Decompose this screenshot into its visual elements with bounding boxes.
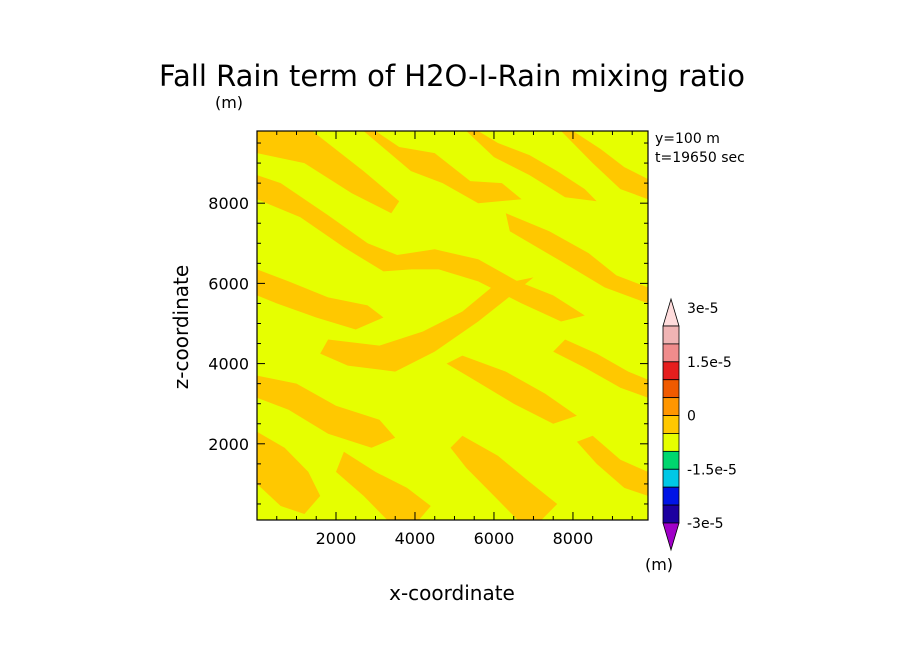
annotation-y-position: y=100 m: [655, 131, 720, 147]
field-band-5: [561, 131, 648, 200]
field-band-15: [257, 431, 321, 514]
colorbar-tick-label: 3e-5: [687, 301, 718, 317]
field-band-2: [257, 175, 411, 272]
colorbar-swatch: [662, 343, 680, 363]
y-tick-label: 4000: [208, 355, 249, 374]
field-band-9: [395, 249, 585, 322]
field-band-11: [336, 451, 431, 520]
y-axis-label: z-coordinate: [169, 265, 193, 389]
y-tick-label: 8000: [208, 194, 249, 213]
x-tick-label: 6000: [474, 529, 515, 548]
colorbar-swatch: [662, 504, 680, 524]
field-band-4: [466, 131, 597, 202]
colorbar-swatch: [662, 450, 680, 470]
colorbar-swatch: [662, 379, 680, 399]
field-band-3: [363, 131, 522, 204]
colorbar-swatch: [662, 415, 680, 434]
colorbar-tick-label: 1.5e-5: [687, 355, 732, 371]
colorbar-swatch: [662, 468, 680, 488]
field-band-10: [257, 375, 396, 448]
colorbar-unit: (m): [645, 555, 673, 574]
annotation-time: t=19650 sec: [655, 150, 745, 166]
plot-area: 2000 4000 6000 8000 2000 4000 6000 8000: [208, 130, 649, 548]
field-band-6: [505, 213, 648, 304]
field-band-14: [553, 339, 648, 398]
colorbar-min-triangle: [662, 522, 680, 552]
field-band-8: [320, 277, 534, 372]
chart-title: Fall Rain term of H2O-I-Rain mixing rati…: [159, 59, 745, 93]
colorbar-swatch: [662, 361, 680, 381]
x-tick-label: 4000: [395, 529, 436, 548]
x-axis-label: x-coordinate: [389, 581, 515, 605]
field-band-12: [446, 355, 577, 424]
colorbar: -3e-5 -1.5e-5 0 1.5e-5 3e-5: [662, 297, 737, 552]
x-tick-label: 2000: [316, 529, 357, 548]
field-band-1: [257, 131, 400, 214]
plot-frame: [256, 130, 649, 521]
colorbar-swatch: [662, 397, 680, 416]
colorbar-swatch: [662, 325, 680, 345]
colorbar-swatch: [662, 433, 680, 452]
field-band-13: [450, 435, 558, 520]
field-band-7: [257, 269, 384, 330]
colorbar-tick-label: -3e-5: [687, 516, 724, 532]
title-unit: (m): [215, 93, 243, 112]
y-tick-label: 2000: [208, 435, 249, 454]
colorbar-max-triangle: [662, 297, 680, 327]
y-tick-label: 6000: [208, 274, 249, 293]
colorbar-tick-label: 0: [687, 409, 696, 425]
colorbar-swatch: [662, 486, 680, 506]
colorbar-tick-label: -1.5e-5: [687, 462, 737, 478]
field-band-16: [576, 435, 648, 496]
x-tick-label: 8000: [553, 529, 594, 548]
